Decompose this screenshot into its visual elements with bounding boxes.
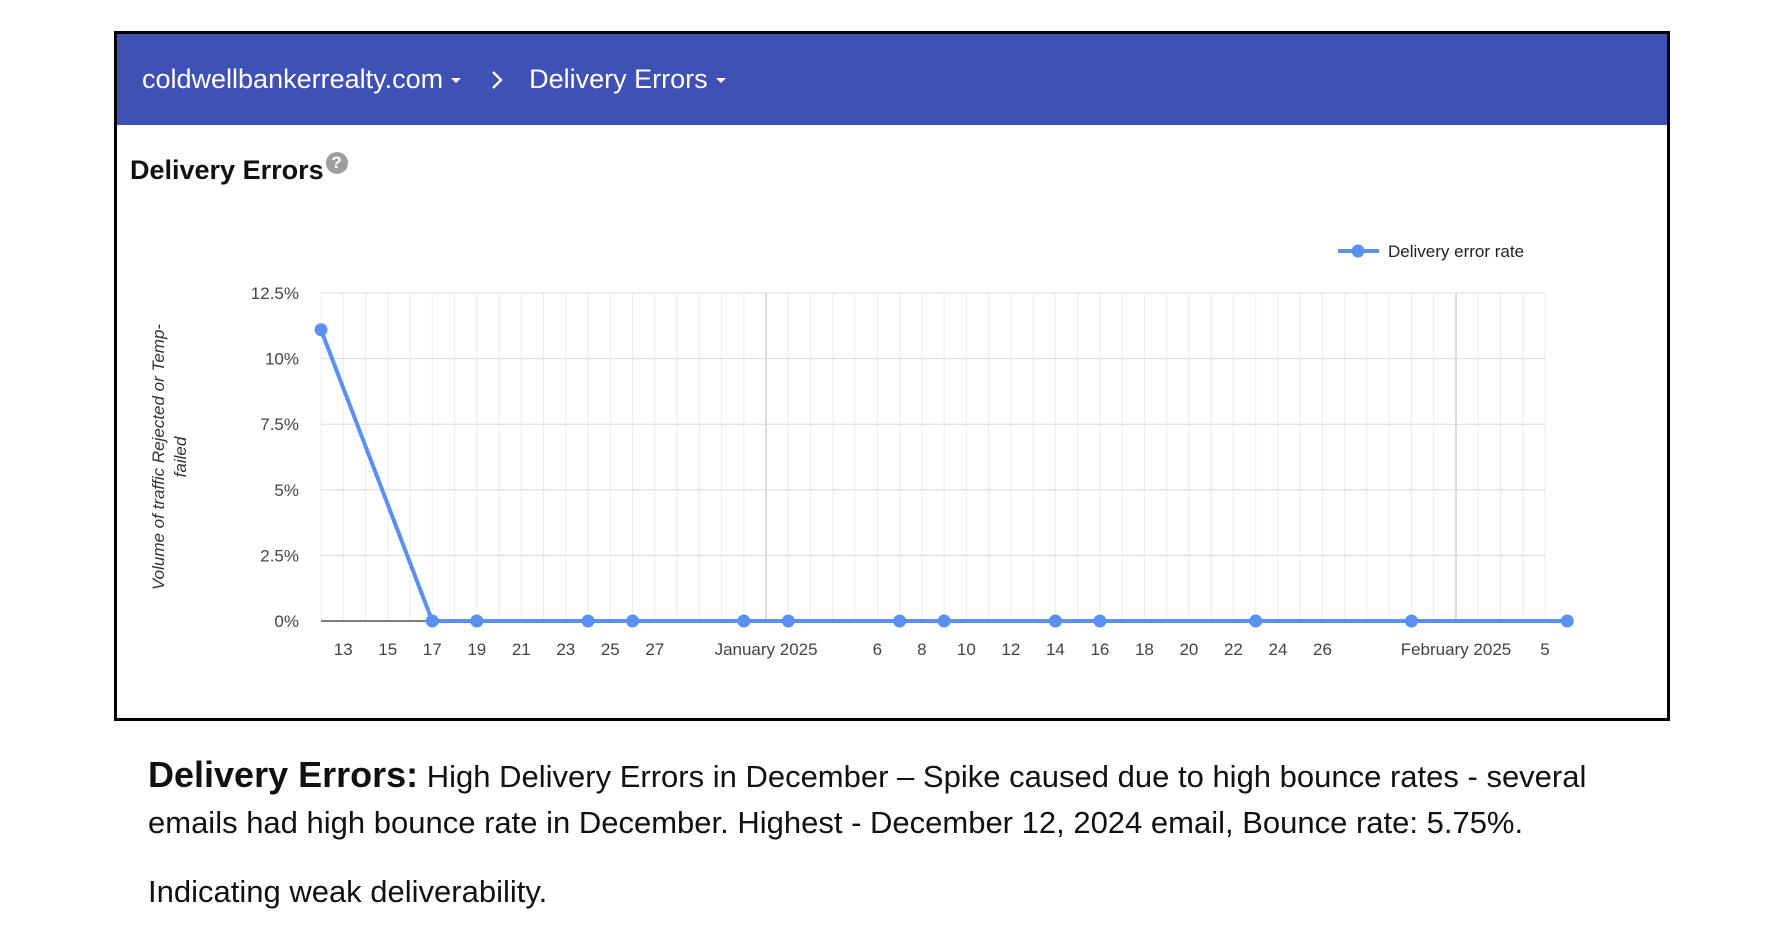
section-label: Delivery Errors [529,64,708,94]
data-point [470,614,484,628]
x-tick-label: 17 [423,640,442,659]
data-point [1048,614,1062,628]
question-circle-icon[interactable]: ? [325,152,348,174]
domain-caret-icon [451,78,462,83]
data-point [1249,614,1263,628]
chevron-right-icon [491,70,503,90]
data-point [1404,614,1418,628]
data-point [314,323,328,337]
delivery-errors-panel: coldwellbankerrealty.com Delivery Errors… [114,31,1670,721]
data-point [737,614,751,628]
domain-label: coldwellbankerrealty.com [142,64,444,94]
y-axis-title: Volume of traffic Rejected or Temp-faile… [149,324,190,590]
x-tick-label: 14 [1046,640,1065,659]
x-tick-label: 8 [917,640,926,659]
series-line [319,329,1568,623]
data-point [626,614,640,628]
y-tick-label: 10% [265,350,299,369]
x-tick-label: 16 [1090,640,1109,659]
section-caret-icon [715,78,726,83]
data-point [937,614,951,628]
x-tick-label: 19 [467,640,486,659]
x-tick-label: 27 [645,640,664,659]
notes-paragraph: Delivery Errors: High Delivery Errors in… [148,752,1668,846]
y-tick-label: 2.5% [260,546,299,565]
card-title: Delivery Errors ? [130,152,348,186]
x-tick-label: 10 [957,640,976,659]
data-point [781,614,795,628]
x-tick-label: 6 [873,640,882,659]
notes-conclusion: Indicating weak deliverability. [148,874,548,909]
y-tick-label: 0% [274,612,299,631]
section-dropdown[interactable]: Delivery Errors [529,64,726,95]
card-title-text: Delivery Errors [130,155,324,185]
data-point [581,614,595,628]
header-bar: coldwellbankerrealty.com Delivery Errors [117,34,1667,125]
data-point [1093,614,1107,628]
x-tick-label: 15 [378,640,397,659]
legend-label: Delivery error rate [1388,242,1524,261]
x-tick-label: 24 [1268,640,1287,659]
y-tick-label: 12.5% [251,284,299,303]
domain-dropdown[interactable]: coldwellbankerrealty.com [142,64,462,95]
data-point [893,614,907,628]
data-point [1560,614,1574,628]
notes-heading: Delivery Errors: [148,754,419,795]
x-tick-label: 20 [1179,640,1198,659]
x-tick-label: 21 [512,640,531,659]
x-tick-label: 12 [1001,640,1020,659]
delivery-error-chart: 0% 2.5% 5% 7.5% 10% 12.5% 13 15 17 19 21 23 25 27 Janu… [149,242,1574,659]
x-tick-label: 23 [556,640,575,659]
legend-swatch-dot [1351,244,1365,258]
x-tick-label: 18 [1135,640,1154,659]
x-tick-label: 25 [601,640,620,659]
notes-body: High Delivery Errors in December – Spike… [148,759,1587,840]
x-tick-label: 26 [1313,640,1332,659]
x-tick-label: 13 [334,640,353,659]
x-tick-label: February 2025 [1401,640,1512,659]
x-tick-label: 5 [1540,640,1549,659]
y-tick-label: 7.5% [260,415,299,434]
data-point [425,614,439,628]
x-tick-label: 22 [1224,640,1243,659]
y-tick-label: 5% [274,481,299,500]
x-tick-label: January 2025 [715,640,818,659]
